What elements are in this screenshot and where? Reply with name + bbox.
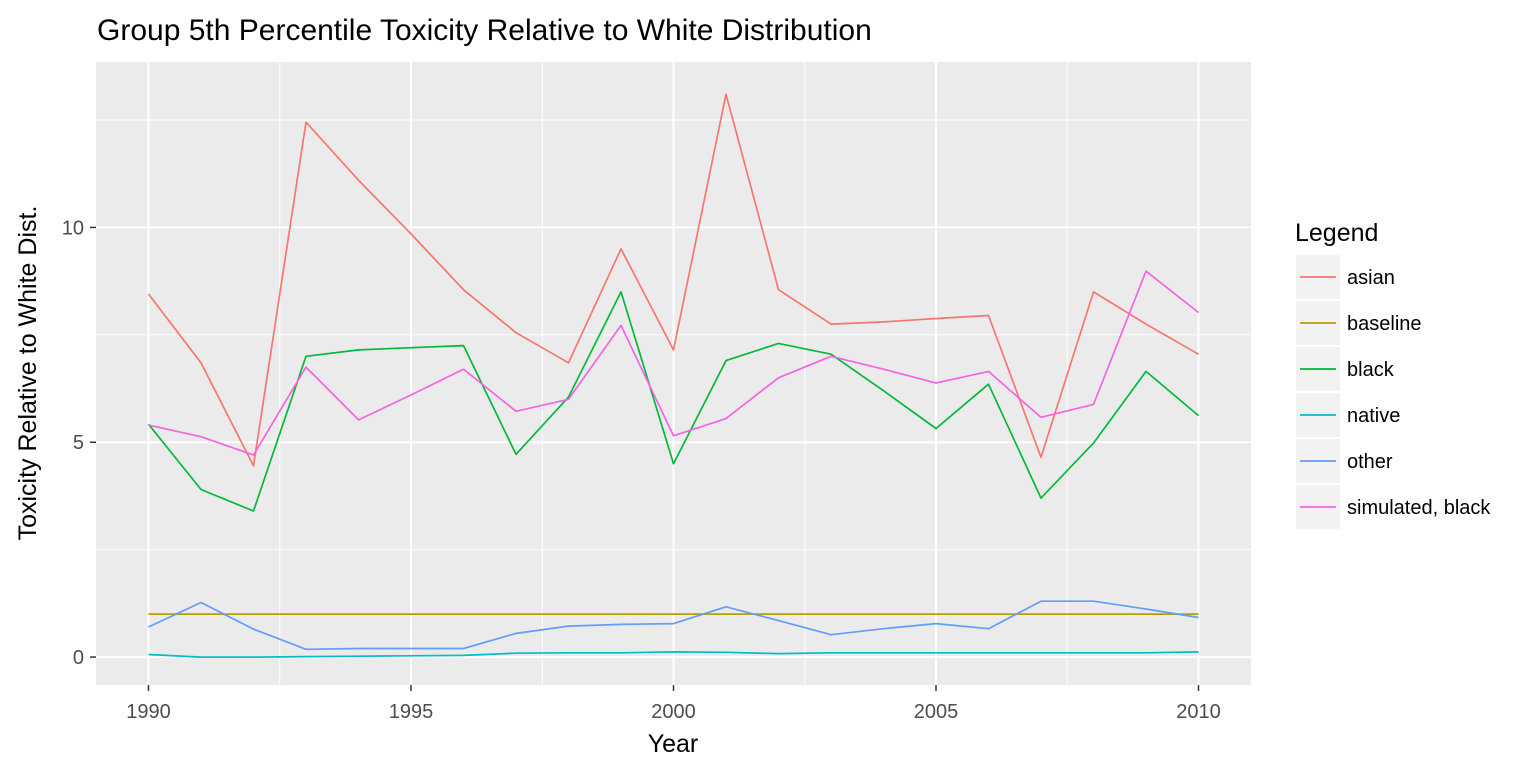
x-axis-title: Year bbox=[648, 730, 699, 758]
chart-title: Group 5th Percentile Toxicity Relative t… bbox=[97, 14, 872, 47]
grid-lines bbox=[96, 62, 1251, 685]
legend-label-other: other bbox=[1347, 451, 1393, 473]
legend: Legend asian baseline black native other simu… bbox=[1295, 219, 1491, 529]
series-line-asian bbox=[147, 93, 1199, 467]
legend-label-native: native bbox=[1347, 405, 1400, 427]
y-tick-label: 5 bbox=[73, 432, 84, 454]
legend-label-black: black bbox=[1347, 359, 1395, 381]
legend-label-simulated-black: simulated, black bbox=[1347, 497, 1491, 519]
y-axis-title: Toxicity Relative to White Dist. bbox=[14, 206, 42, 541]
legend-label-asian: asian bbox=[1347, 267, 1395, 289]
legend-title: Legend bbox=[1295, 219, 1378, 247]
series-line-native bbox=[148, 651, 1199, 658]
x-tick-label: 2010 bbox=[1176, 701, 1221, 723]
x-tick-label: 2000 bbox=[651, 701, 696, 723]
series-line-simulated-black bbox=[148, 270, 1200, 456]
y-axis-ticks: 0 5 10 bbox=[62, 217, 96, 669]
x-tick-label: 2005 bbox=[914, 701, 959, 723]
legend-label-baseline: baseline bbox=[1347, 313, 1422, 335]
y-tick-label: 10 bbox=[62, 217, 84, 239]
series-line-black bbox=[147, 291, 1200, 512]
series-line-other bbox=[148, 600, 1199, 651]
x-tick-label: 1995 bbox=[389, 701, 434, 723]
y-tick-label: 0 bbox=[73, 647, 84, 669]
x-axis-ticks: 1990 1995 2000 2005 2010 bbox=[126, 685, 1221, 723]
series-lines bbox=[147, 93, 1200, 658]
x-tick-label: 1990 bbox=[126, 701, 171, 723]
